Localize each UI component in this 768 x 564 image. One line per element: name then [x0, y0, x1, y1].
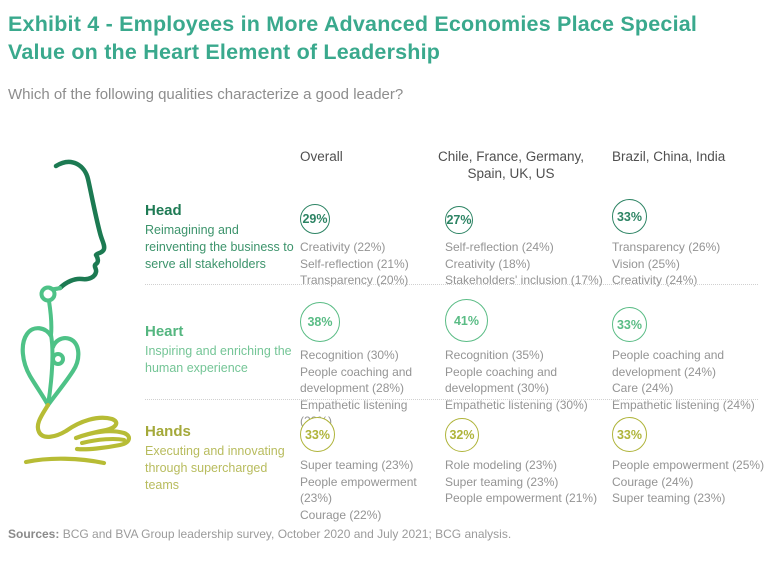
row-hands-description: Executing and innovating through superch… [145, 444, 285, 492]
cell-head-advanced: 27% Self-reflection (24%) Creativity (18… [445, 192, 613, 289]
pct-circle-heart-advanced: 41% [445, 299, 488, 342]
row-divider [145, 399, 758, 400]
pct-circle-head-advanced: 27% [445, 206, 473, 234]
quality-list: Super teaming (23%) People empowerment (… [300, 457, 442, 523]
quality-item: Super teaming (23%) [300, 458, 414, 472]
pct-circle-head-overall: 29% [300, 204, 330, 234]
heart-loop [51, 352, 65, 366]
quality-item: Courage (24%) [612, 474, 694, 489]
row-head-label-block: Head Reimagining and reinventing the bus… [145, 202, 296, 273]
column-header-overall: Overall [300, 149, 343, 164]
quality-item: Empathetic listening (30%) [445, 397, 588, 412]
quality-item: Vision (25%) [612, 256, 680, 271]
hands-base-line [23, 456, 107, 466]
head-heart-hands-illustration [20, 159, 131, 466]
cell-heart-emerging: 33% People coaching and development (24%… [612, 296, 768, 413]
sources-text: BCG and BVA Group leadership survey, Oct… [59, 527, 512, 541]
quality-list: Self-reflection (24%) Creativity (18%) S… [445, 239, 613, 289]
quality-item: Empathetic listening (24%) [612, 397, 755, 412]
quality-item: People coaching and development (24%) [612, 348, 725, 379]
quality-list: Recognition (30%) People coaching and de… [300, 347, 442, 430]
pct-circle-hands-overall: 33% [300, 417, 335, 452]
pct-circle-heart-overall: 38% [300, 302, 340, 342]
quality-list: Creativity (22%) Self-reflection (21%) T… [300, 239, 442, 289]
exhibit-title: Exhibit 4 - Employees in More Advanced E… [8, 12, 698, 64]
quality-item: Stakeholders' inclusion (17%) [445, 273, 603, 287]
quality-item: Super teaming (23%) [612, 491, 726, 505]
cell-head-emerging: 33% Transparency (26%) Vision (25%) Crea… [612, 192, 768, 289]
quality-item: People coaching and development (30%) [445, 364, 558, 396]
row-hands-label-block: Hands Executing and innovating through s… [145, 423, 296, 494]
quality-item: People empowerment (21%) [445, 491, 598, 505]
pct-value: 38% [307, 315, 333, 329]
quality-item: Courage (22%) [300, 507, 382, 522]
pct-value: 33% [616, 427, 643, 442]
quality-item: People empowerment (23%) [300, 474, 417, 506]
row-hands-label: Hands [145, 423, 191, 440]
quality-item: Recognition (30%) [300, 348, 399, 362]
cell-heart-overall: 38% Recognition (30%) People coaching an… [300, 296, 442, 430]
cell-hands-emerging: 33% People empowerment (25%) Courage (24… [612, 406, 768, 507]
quality-list: Transparency (26%) Vision (25%) Creativi… [612, 239, 768, 289]
head-profile-line [53, 159, 107, 291]
pct-circle-hands-advanced: 32% [445, 418, 479, 452]
hands-line [35, 402, 131, 452]
cell-hands-overall: 33% Super teaming (23%) People empowerme… [300, 406, 442, 523]
row-divider [145, 284, 758, 285]
quality-item: People empowerment (25%) [612, 458, 765, 472]
sources-note: Sources: BCG and BVA Group leadership su… [8, 527, 511, 541]
quality-item: Role modeling (23%) [445, 458, 558, 472]
exhibit-subtitle: Which of the following qualities charact… [8, 86, 404, 103]
pct-value: 33% [616, 209, 643, 224]
pct-value: 41% [453, 313, 480, 328]
sources-label: Sources: [8, 527, 60, 541]
cell-hands-advanced: 32% Role modeling (23%) Super teaming (2… [445, 406, 613, 507]
row-heart-description: Inspiring and enriching the human experi… [145, 344, 292, 375]
hands-finger-line [80, 437, 126, 445]
quality-item: Creativity (24%) [612, 273, 698, 287]
pct-circle-head-emerging: 33% [612, 199, 647, 234]
pct-value: 33% [304, 427, 331, 442]
quality-item: Care (24%) [612, 381, 674, 395]
column-header-advanced-economies: Chile, France, Germany, Spain, UK, US [437, 149, 585, 181]
quality-item: Creativity (18%) [445, 256, 531, 271]
quality-item: Self-reflection (24%) [445, 240, 554, 254]
quality-list: Role modeling (23%) Super teaming (23%) … [445, 457, 613, 507]
quality-item: Self-reflection (21%) [300, 256, 409, 271]
quality-item: Creativity (22%) [300, 240, 386, 254]
row-head-label: Head [145, 202, 182, 219]
quality-item: People coaching and development (28%) [300, 364, 413, 396]
pct-value: 33% [616, 317, 643, 332]
pct-circle-heart-emerging: 33% [612, 307, 647, 342]
cell-heart-advanced: 41% Recognition (35%) People coaching an… [445, 296, 613, 413]
quality-item: Transparency (20%) [300, 273, 409, 287]
row-heart-label: Heart [145, 323, 184, 340]
quality-item: Transparency (26%) [612, 240, 721, 254]
pct-value: 29% [302, 212, 328, 226]
row-heart-label-block: Heart Inspiring and enriching the human … [145, 323, 296, 377]
quality-list: People empowerment (25%) Courage (24%) S… [612, 457, 768, 507]
pct-value: 32% [449, 428, 475, 442]
quality-list: People coaching and development (24%) Ca… [612, 347, 768, 413]
cell-head-overall: 29% Creativity (22%) Self-reflection (21… [300, 192, 442, 289]
quality-list: Recognition (35%) People coaching and de… [445, 347, 613, 413]
pct-circle-hands-emerging: 33% [612, 417, 647, 452]
quality-item: Recognition (35%) [445, 348, 544, 362]
column-header-emerging-economies: Brazil, China, India [612, 149, 726, 164]
row-head-description: Reimagining and reinventing the business… [145, 223, 294, 271]
pct-value: 27% [446, 213, 472, 227]
quality-item: Super teaming (23%) [445, 474, 559, 489]
